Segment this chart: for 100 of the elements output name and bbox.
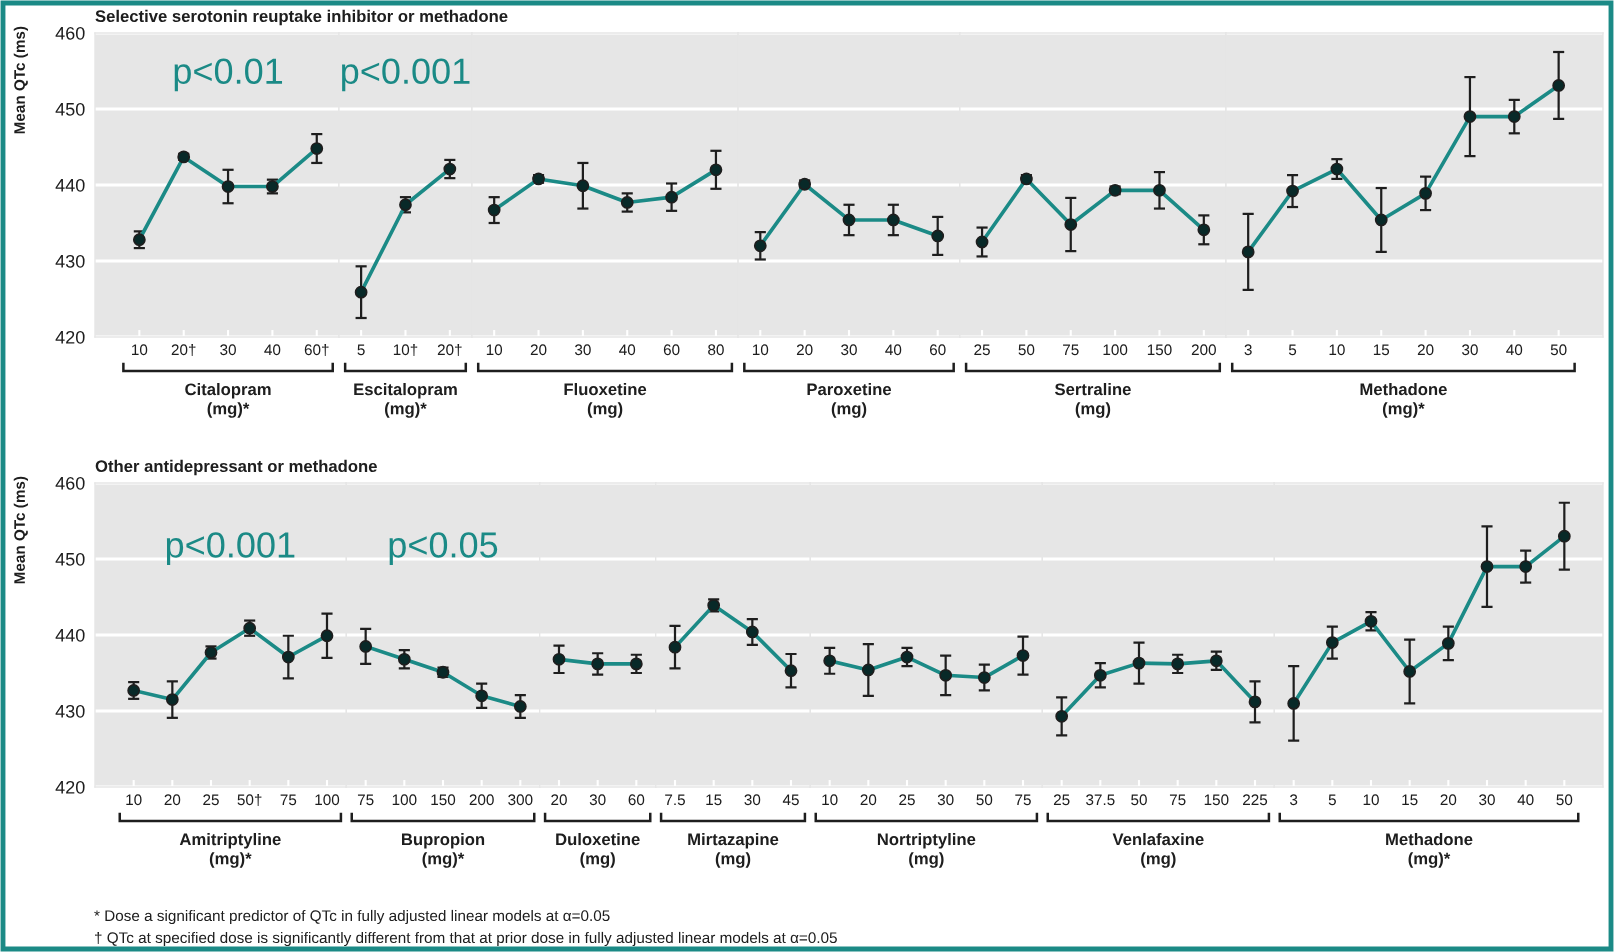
x-tick-label: 100 (392, 794, 417, 806)
x-tick-label: 5 (1328, 794, 1336, 806)
x-tick-label: 10† (393, 343, 418, 357)
x-tick-label: 10 (486, 344, 503, 356)
x-tick-label: 30 (744, 794, 761, 806)
x-axis-title: Amitriptyline (mg)* (179, 833, 281, 868)
x-tick-label: 20 (551, 794, 567, 806)
x-tick-label: 200 (469, 794, 494, 806)
x-tick-label: 60 (929, 344, 946, 356)
x-tick-label: 300 (508, 794, 533, 806)
x-tick-label: 50 (976, 794, 993, 806)
x-axis-title: Duloxetine (mg) (556, 833, 640, 868)
x-axis-title: Escitalopram (mg)* (354, 383, 457, 418)
x-tick-label: 20 (530, 344, 547, 356)
x-tick-label: 37.5 (1086, 794, 1115, 806)
annotation: p<0.01 (174, 58, 283, 92)
x-tick-label: 10 (822, 794, 838, 806)
annotation: p<0.05 (389, 532, 498, 565)
x-axis-title: Fluoxetine (mg) (564, 383, 647, 418)
x-tick-label: 40 (1517, 794, 1534, 806)
x-tick-label: 100 (1103, 344, 1128, 356)
x-tick-label: 5 (1288, 344, 1297, 356)
x-tick-label: 25 (1053, 794, 1070, 806)
x-tick-label: 45 (782, 794, 799, 806)
x-tick-label: 50 (1550, 344, 1567, 356)
chart-title: Selective serotonin reuptake inhibitor or methadone (95, 9, 508, 26)
x-tick-label: 20 (164, 794, 181, 806)
x-tick-label: 75 (1015, 794, 1031, 806)
x-axis-title: Bupropion (mg)* (402, 833, 485, 868)
x-tick-label: 75 (280, 794, 297, 806)
x-tick-label: 20 (860, 794, 877, 806)
x-tick-label: 60† (304, 343, 329, 357)
x-tick-label: 20† (437, 343, 462, 357)
y-tick-label: 460 (55, 476, 85, 490)
x-tick-label: 30 (220, 344, 236, 356)
x-axis-title: Methadone (mg)* (1386, 833, 1473, 868)
x-tick-label: 15 (706, 794, 722, 806)
x-tick-label: 80 (708, 344, 724, 356)
x-tick-label: 25 (899, 794, 915, 806)
x-tick-label: 75 (1063, 344, 1079, 356)
x-axis-title: Paroxetine (mg) (807, 383, 892, 418)
x-tick-label: 40 (619, 344, 636, 356)
x-tick-label: 3 (1290, 794, 1298, 806)
x-tick-label: 75 (1169, 794, 1186, 806)
y-axis-title: Mean QTc (ms) (13, 26, 28, 134)
x-tick-label: 200 (1191, 344, 1216, 356)
x-tick-label: 50 (1131, 794, 1147, 806)
x-tick-label: 40 (885, 344, 902, 356)
x-tick-label: 150 (1204, 794, 1229, 806)
x-axis-title: Venlafaxine (mg) (1112, 833, 1204, 868)
x-tick-label: 100 (315, 794, 340, 806)
y-tick-label: 420 (55, 780, 85, 794)
annotation: p<0.001 (166, 532, 295, 565)
x-tick-label: 15 (1402, 794, 1418, 806)
y-tick-label: 460 (55, 26, 85, 40)
x-tick-label: 30 (937, 794, 954, 806)
y-tick-label: 450 (55, 552, 85, 566)
x-tick-label: 150 (431, 794, 456, 806)
x-tick-label: 15 (1373, 344, 1390, 356)
y-tick-label: 440 (55, 628, 85, 642)
x-tick-label: 30 (574, 344, 591, 356)
x-tick-label: 30 (589, 794, 606, 806)
x-tick-label: 50 (1556, 794, 1573, 806)
x-tick-label: 60 (663, 344, 680, 356)
x-axis-title: Methadone (mg)* (1360, 383, 1447, 418)
x-tick-label: 7.5 (665, 794, 685, 806)
x-tick-label: 10 (1363, 794, 1379, 806)
x-tick-label: 10 (132, 344, 148, 356)
x-tick-label: 3 (1244, 344, 1252, 356)
x-tick-label: 40 (264, 344, 281, 356)
x-tick-label: 20 (796, 344, 813, 356)
x-axis-title: Citalopram (mg)* (185, 383, 271, 418)
x-tick-label: 20† (171, 343, 196, 357)
x-tick-label: 50 (1018, 344, 1035, 356)
x-tick-label: 30 (841, 344, 857, 356)
y-tick-label: 440 (55, 178, 85, 192)
x-tick-label: 30 (1462, 344, 1478, 356)
x-tick-label: 10 (1329, 344, 1345, 356)
x-tick-label: 10 (126, 794, 142, 806)
y-axis-title: Mean QTc (ms) (13, 476, 28, 584)
x-tick-label: 40 (1506, 344, 1523, 356)
x-tick-label: 60 (628, 794, 645, 806)
x-tick-label: 50† (237, 793, 262, 807)
x-tick-label: 20 (1417, 344, 1434, 356)
text: † QTc at specified dose is significantly different from that at prior dose in fully adjusted linear models at α=0.05 (95, 931, 837, 947)
x-tick-label: 20 (1440, 794, 1457, 806)
x-tick-label: 25 (203, 794, 219, 806)
y-tick-label: 430 (55, 704, 85, 718)
x-tick-label: 225 (1243, 794, 1268, 806)
x-axis-title: Mirtazapine (mg) (688, 833, 779, 868)
annotation: p<0.001 (342, 58, 470, 92)
text: * Dose a significant predictor of QTc in fully adjusted linear models at α=0.05 (94, 909, 610, 925)
x-tick-label: 25 (974, 344, 990, 356)
chart-title: Other antidepressant or methadone (95, 459, 377, 476)
x-tick-label: 30 (1479, 794, 1495, 806)
x-tick-label: 5 (357, 344, 365, 356)
x-tick-label: 10 (752, 344, 769, 356)
x-axis-title: Sertraline (mg) (1054, 383, 1131, 418)
y-tick-label: 450 (55, 102, 85, 116)
x-tick-label: 150 (1147, 344, 1172, 356)
